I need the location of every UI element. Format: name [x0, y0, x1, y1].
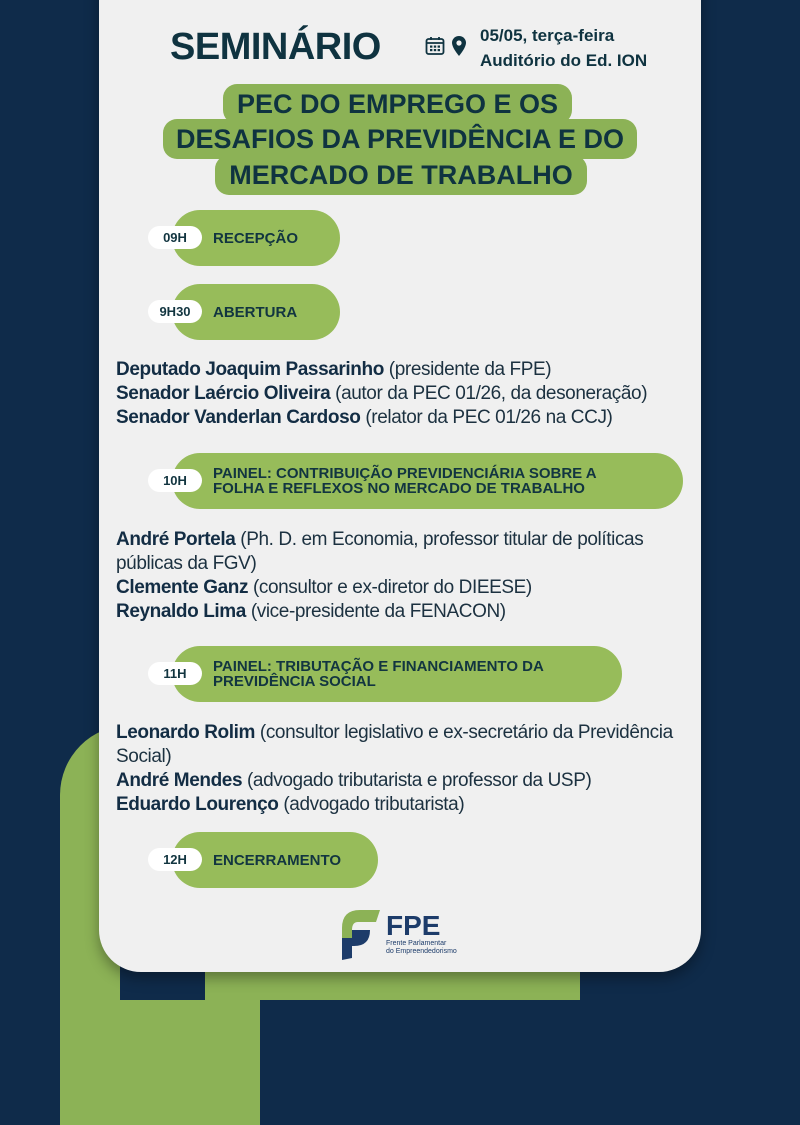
logo-subtitle: Frente Parlamentar — [386, 940, 447, 947]
speaker: Leonardo Rolim (consultor legislativo e … — [116, 722, 673, 767]
fpe-logo-mark-icon — [342, 910, 380, 960]
speaker: André Portela (Ph. D. em Economia, profe… — [116, 529, 644, 574]
event-title-line-2: DESAFIOS DA PREVIDÊNCIA E DO — [163, 119, 637, 159]
speaker: André Mendes (advogado tributarista e pr… — [116, 770, 592, 791]
schedule-label: RECEPÇÃO — [213, 229, 299, 247]
speaker: Clemente Ganz (consultor e ex-diretor do… — [116, 577, 532, 598]
schedule-item-painel-1: PAINEL: CONTRIBUIÇÃO PREVIDENCIÁRIA SOBR… — [172, 453, 683, 509]
speaker-list: Deputado Joaquim Passarinho (presidente … — [116, 358, 686, 430]
speaker: Deputado Joaquim Passarinho (presidente … — [116, 359, 552, 380]
logo-text: FPE — [386, 910, 441, 941]
page-title: SEMINÁRIO — [170, 26, 381, 68]
event-title-line-1: PEC DO EMPREGO E OS — [223, 84, 572, 124]
schedule-time: 09H — [148, 226, 202, 249]
schedule-time: 12H — [148, 848, 202, 871]
speaker: Senador Laércio Oliveira (autor da PEC 0… — [116, 383, 648, 404]
schedule-label: ENCERRAMENTO — [213, 851, 342, 869]
event-location: Auditório do Ed. ION — [480, 51, 648, 70]
speaker: Eduardo Lourenço (advogado tributarista) — [116, 794, 465, 815]
schedule-label: ABERTURA — [213, 303, 298, 321]
schedule-item-encerramento: ENCERRAMENTO — [172, 832, 378, 888]
logo-subtitle: do Empreendedorismo — [386, 948, 457, 955]
speaker-list: André Portela (Ph. D. em Economia, profe… — [116, 528, 686, 624]
schedule-time: 9H30 — [148, 300, 202, 323]
event-title-line-3: MERCADO DE TRABALHO — [215, 155, 587, 195]
schedule-time: 10H — [148, 469, 202, 492]
schedule-item-painel-2: PAINEL: TRIBUTAÇÃO E FINANCIAMENTO DA PRE… — [172, 646, 622, 702]
location-pin-icon — [452, 36, 466, 56]
speaker: Reynaldo Lima (vice-presidente da FENACO… — [116, 601, 506, 622]
speaker: Senador Vanderlan Cardoso (relator da PE… — [116, 407, 613, 428]
schedule-time: 11H — [148, 662, 202, 685]
event-date: 05/05, terça-feira — [480, 26, 615, 45]
speaker-list: Leonardo Rolim (consultor legislativo e … — [116, 721, 686, 817]
fpe-logo: FPE Frente Parlamentar do Empreendedoris… — [340, 908, 457, 960]
calendar-icon — [425, 37, 445, 55]
